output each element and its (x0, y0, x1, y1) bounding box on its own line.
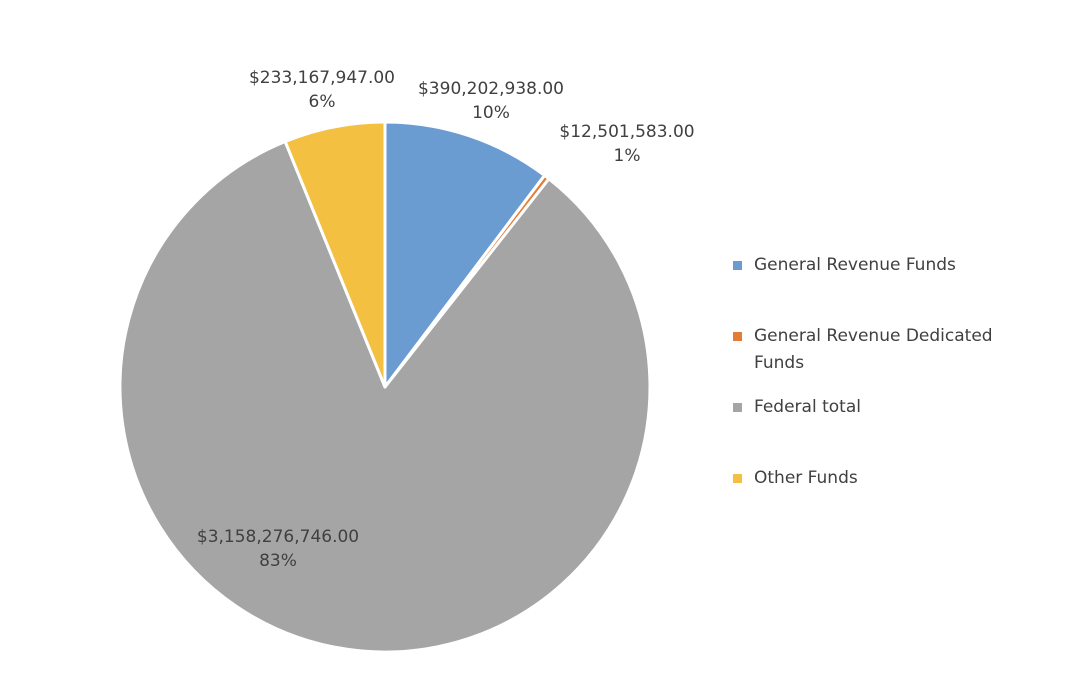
data-label-value: $3,158,276,746.00 (196, 527, 360, 547)
legend-swatch (733, 403, 742, 412)
data-label-percent: 1% (613, 146, 641, 166)
data-label-percent: 83% (259, 551, 297, 571)
data-label-value: $390,202,938.00 (417, 79, 565, 99)
legend-item-other-funds: Other Funds (733, 465, 858, 492)
data-label-value: $12,501,583.00 (559, 122, 695, 142)
legend-label: Other Funds (754, 468, 858, 488)
legend-swatch (733, 332, 742, 341)
legend-label: Federal total (754, 397, 861, 417)
legend-item-federal-total: Federal total (733, 394, 861, 421)
data-label-general-revenue: $390,202,938.00 10% (418, 77, 564, 125)
pie-slice-general-revenue (383, 120, 547, 389)
pie-slice-other-funds (283, 120, 387, 389)
legend-swatch (733, 261, 742, 270)
legend-swatch (733, 474, 742, 483)
legend-label: General Revenue Dedicated Funds (754, 326, 993, 373)
pie-slice-federal-total (118, 140, 652, 654)
legend-label: General Revenue Funds (754, 255, 956, 275)
data-label-value: $233,167,947.00 (248, 68, 396, 88)
legend-item-general-revenue-dedicated: General Revenue Dedicated Funds (733, 323, 1024, 377)
data-label-percent: 6% (308, 92, 336, 112)
legend-item-general-revenue: General Revenue Funds (733, 252, 956, 279)
data-label-percent: 10% (472, 103, 510, 123)
data-label-general-revenue-dedicated: $12,501,583.00 1% (559, 120, 694, 168)
data-label-other-funds: $233,167,947.00 6% (249, 66, 395, 114)
data-label-federal-total: $3,158,276,746.00 83% (197, 525, 359, 573)
